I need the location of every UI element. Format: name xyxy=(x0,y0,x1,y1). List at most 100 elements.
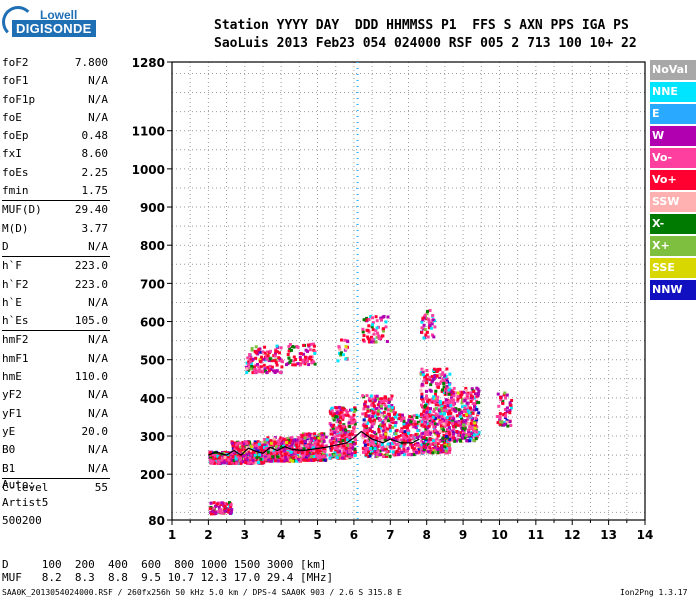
virtual-height-trace xyxy=(208,430,420,456)
echo-point xyxy=(290,453,294,456)
echo-point xyxy=(389,409,393,413)
echo-point xyxy=(294,443,298,447)
echo-point xyxy=(405,427,409,430)
echo-point xyxy=(415,448,419,452)
echo-point xyxy=(351,432,355,436)
echo-point xyxy=(329,411,333,415)
echo-point xyxy=(431,442,435,446)
y-tick-label: 700 xyxy=(140,277,165,291)
y-tick-label: 900 xyxy=(140,201,165,215)
echo-point xyxy=(399,438,403,442)
echo-point xyxy=(464,386,468,390)
echo-point xyxy=(425,377,429,381)
echo-point xyxy=(406,429,410,433)
echo-point xyxy=(256,460,260,464)
param-separator xyxy=(2,200,110,202)
echo-point xyxy=(434,397,438,400)
echo-point xyxy=(383,403,387,406)
echo-point xyxy=(441,436,445,440)
echo-point xyxy=(508,411,512,415)
echo-point xyxy=(433,325,437,329)
echo-point xyxy=(377,417,381,420)
echo-point xyxy=(377,427,381,431)
echo-point xyxy=(395,428,399,432)
param-value: N/A xyxy=(88,110,108,124)
legend-item-x: X+ xyxy=(650,236,696,256)
echo-point xyxy=(368,397,372,401)
echo-point xyxy=(311,446,315,450)
echo-point xyxy=(223,450,227,454)
echo-point xyxy=(416,429,420,433)
echo-point xyxy=(477,430,481,434)
echo-point xyxy=(349,418,353,422)
echo-point xyxy=(280,365,284,369)
echo-point xyxy=(404,437,408,441)
echo-point xyxy=(221,454,225,458)
echo-point xyxy=(423,413,427,417)
echo-point xyxy=(219,508,223,512)
param-value: 105.0 xyxy=(74,314,108,328)
echo-point xyxy=(376,397,380,401)
echo-point xyxy=(375,436,379,440)
echo-point xyxy=(476,435,480,439)
echo-point xyxy=(258,368,262,372)
echo-point xyxy=(451,429,455,433)
echo-point xyxy=(465,389,468,393)
echo-point xyxy=(415,423,419,427)
echo-point xyxy=(402,439,406,443)
echo-point xyxy=(464,410,468,414)
echo-point xyxy=(443,445,447,449)
echo-point xyxy=(420,392,424,396)
echo-point xyxy=(375,394,379,398)
echo-point xyxy=(374,340,378,344)
legend-item-vo: Vo+ xyxy=(650,170,696,190)
echo-point xyxy=(259,446,263,450)
echo-point xyxy=(263,446,266,449)
echo-point xyxy=(337,412,341,416)
echo-point xyxy=(286,353,290,356)
autoscaling-program: Artist5 xyxy=(2,496,49,509)
echo-point xyxy=(503,391,507,395)
echo-point xyxy=(352,442,356,446)
echo-point xyxy=(400,418,404,422)
echo-point xyxy=(353,408,357,412)
echo-point xyxy=(208,507,212,511)
echo-point xyxy=(436,385,440,389)
echo-point xyxy=(426,443,430,447)
echo-point xyxy=(370,430,374,434)
echo-point xyxy=(338,433,342,437)
echo-point xyxy=(283,441,287,445)
echo-point xyxy=(442,408,446,412)
echo-point xyxy=(505,418,509,422)
echo-point xyxy=(405,421,409,425)
echo-point xyxy=(288,347,292,351)
echo-point xyxy=(378,397,382,401)
echo-point xyxy=(430,420,434,424)
echo-point xyxy=(429,389,433,393)
echo-point xyxy=(342,449,346,452)
echo-point xyxy=(447,426,451,429)
echo-point xyxy=(369,399,373,403)
echo-point xyxy=(431,314,435,317)
echo-point xyxy=(276,440,279,444)
echo-point xyxy=(338,348,342,352)
echo-point xyxy=(429,431,433,435)
echo-point xyxy=(375,454,379,458)
echo-point xyxy=(420,320,424,324)
echo-point xyxy=(432,395,436,399)
echo-point xyxy=(424,402,428,406)
echo-point xyxy=(426,335,430,339)
echo-point xyxy=(427,440,431,444)
echo-point xyxy=(296,453,300,457)
echo-point xyxy=(473,429,477,433)
echo-point xyxy=(446,423,450,427)
echo-point xyxy=(254,448,258,452)
echo-point xyxy=(321,442,325,446)
echo-point xyxy=(210,455,214,459)
echo-point xyxy=(281,360,284,364)
echo-point xyxy=(371,321,375,325)
echo-point xyxy=(475,418,479,422)
echo-point xyxy=(424,437,428,440)
echo-point xyxy=(469,396,473,400)
echo-point xyxy=(409,420,413,424)
